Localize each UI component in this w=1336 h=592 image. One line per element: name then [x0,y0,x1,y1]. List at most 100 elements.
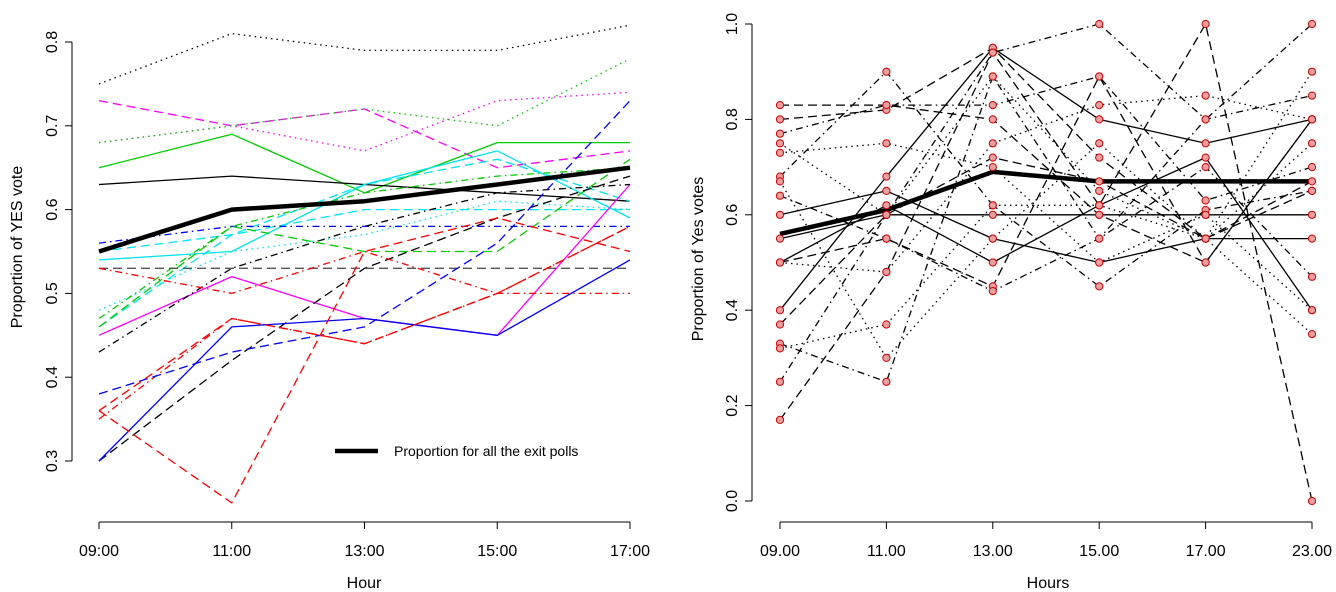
left-series-line-23 [98,225,631,412]
right-point-s11-3 [988,48,997,57]
right-point-s5-3 [988,115,997,124]
left-series-line-14 [98,184,631,336]
right-y-tick-label: 0.4 [724,299,741,321]
right-point-s1-1 [775,210,785,219]
right-point-s13-2 [882,67,891,76]
right-point-s2-1 [775,306,785,315]
right-point-s6-4 [1095,153,1104,162]
right-series-line-16 [779,142,1313,311]
right-point-s18-4 [1095,139,1104,148]
right-x-tick-label: 23.00 [1292,543,1332,560]
right-chart-axes: 09.00 11.00 13.00 15.00 17.00 23.00 0.0 0.2 0.4 0… [724,13,1332,560]
right-point-s10-3 [988,101,997,110]
left-y-tick-label: 0.3 [44,450,61,472]
left-x-tick-label: 13:00 [344,543,384,560]
right-point-s19-5 [1201,234,1210,243]
right-point-s1-2 [882,186,891,195]
right-point-s14-1 [775,191,785,200]
right-point-s9-3 [988,153,997,162]
right-point-s3-5 [1201,153,1210,162]
right-point-s16-5 [1201,210,1210,219]
right-series-line-12 [779,23,1313,383]
right-point-s5-1 [775,101,785,110]
right-point-s8-5 [1201,258,1210,267]
right-x-tick-label: 17.00 [1186,543,1226,560]
right-point-s17-3 [988,201,997,210]
right-series-line-13 [779,71,1313,288]
right-point-s4-1 [775,234,785,243]
left-chart: Proportion of YES vote Hour 09:00 11:00 13… [9,24,650,592]
left-series-line-24 [98,165,631,254]
right-point-s15-4 [1095,101,1104,110]
right-chart-ylabel-wrap: Proportion of Yes votes [690,177,707,342]
right-point-s7-6 [1307,496,1317,506]
left-x-tick-label: 09:00 [79,543,119,560]
right-point-s18-2 [882,353,891,362]
right-point-s17-4 [1095,201,1104,210]
right-point-s13-6 [1307,186,1317,195]
right-point-s9-4 [1095,177,1104,186]
right-point-s15-1 [775,258,785,267]
right-point-s16-3 [988,163,997,172]
right-point-s11-1 [775,377,785,386]
right-point-s13-4 [1095,282,1104,291]
right-series-line-19 [779,75,1313,240]
right-point-s15-3 [988,139,997,148]
right-chart-xlabel: Hours [1027,575,1070,592]
right-point-s10-2 [882,101,891,110]
left-series-line-13 [98,167,631,320]
left-chart-xlabel: Hour [347,575,382,592]
right-point-s14-5 [1201,163,1210,172]
right-point-s19-3 [988,72,997,81]
right-point-s2-4 [1095,115,1104,124]
right-series-line-11 [779,23,1313,383]
right-point-s9-1 [775,320,785,329]
right-point-s14-6 [1307,272,1317,281]
right-point-s4-3 [988,210,997,219]
left-series-line-4 [98,58,631,144]
left-x-tick-label: 17:00 [610,543,650,560]
left-chart-axes: 09:00 11:00 13:00 15:00 17:00 0.3 0.4 0.5 0.6 0.7… [44,31,650,560]
right-y-tick-label: 0.0 [724,490,741,512]
left-chart-legend: Proportion for all the exit polls [335,443,578,459]
right-series-line-6 [779,47,1313,240]
left-series-line-21 [98,259,631,462]
right-point-s18-3 [988,234,997,243]
right-series-line-9 [779,156,1313,325]
right-point-s14-4 [1095,234,1104,243]
left-y-tick-label: 0.6 [44,198,61,220]
right-markers-group [775,19,1317,506]
right-point-s16-1 [775,148,785,157]
right-y-tick-label: 0.8 [724,108,741,130]
right-point-s10-6 [1307,163,1317,172]
right-series-line-14 [779,166,1313,292]
right-x-tick-label: 11.00 [867,543,906,560]
right-point-s11-4 [1095,19,1104,29]
right-point-s17-6 [1307,67,1317,76]
left-series-line-15 [98,183,631,353]
right-point-s12-6 [1307,19,1317,29]
right-series-line-18 [779,142,1313,359]
right-point-s18-6 [1307,330,1317,339]
right-chart: Proportion of Yes votes Hours 09.00 11.00… [690,13,1332,592]
right-point-s19-1 [775,139,785,148]
right-series-line-5 [780,104,1313,264]
left-y-tick-label: 0.7 [44,115,61,137]
right-point-s7-5 [1201,19,1210,29]
right-point-s14-3 [988,287,997,296]
left-chart-ylabel-wrap: Proportion of YES vote [9,166,26,329]
right-y-tick-label: 0.2 [724,394,741,416]
right-y-tick-label: 0.6 [724,204,741,226]
left-series-line-9 [98,208,630,328]
left-series-line-8 [98,158,631,253]
right-point-s16-2 [882,139,891,148]
right-x-tick-label: 15.00 [1079,543,1119,560]
right-series-line-2 [779,47,1313,311]
right-point-s5-4 [1095,210,1104,219]
right-point-s15-6 [1307,115,1317,124]
right-point-s12-2 [882,377,891,386]
right-point-s17-2 [882,320,891,329]
right-chart-ylabel: Proportion of Yes votes [690,177,707,342]
left-x-tick-label: 11:00 [212,543,251,560]
left-series-line-1 [98,24,631,85]
